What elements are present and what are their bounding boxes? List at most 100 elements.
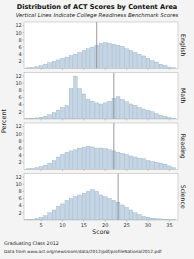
bar: [172, 168, 176, 170]
bar: [121, 153, 125, 169]
x-tick: [83, 119, 84, 121]
y-tick: [23, 25, 25, 26]
bar: [116, 97, 120, 119]
bar: [44, 64, 48, 68]
y-tick-label: 8: [19, 138, 22, 144]
bar: [78, 195, 82, 220]
plot-frame: [24, 22, 178, 69]
x-tick-label: 35: [166, 222, 172, 228]
panel: 24681012Math: [15, 73, 187, 121]
y-tick-label: 10: [15, 30, 21, 36]
bar: [146, 217, 150, 220]
bar: [61, 108, 65, 119]
panel: 24681012English: [15, 22, 187, 70]
bar: [39, 66, 43, 69]
bar: [142, 159, 146, 170]
y-tick: [23, 54, 25, 55]
y-tick: [23, 32, 25, 33]
y-tick: [23, 97, 25, 98]
y-tick: [23, 191, 25, 192]
x-axis-label: Score: [92, 228, 110, 235]
y-tick-label: 10: [15, 181, 21, 187]
bar: [116, 45, 120, 68]
benchmark-line: [113, 73, 114, 120]
panel-label: English: [179, 34, 187, 56]
bar: [82, 147, 86, 169]
bar: [108, 199, 112, 220]
bar: [121, 99, 125, 119]
bar: [91, 190, 95, 220]
bar: [65, 105, 69, 119]
y-tick: [23, 155, 25, 156]
x-tick: [62, 119, 63, 121]
chart: Distribution of ACT Scores by Content Ar…: [0, 0, 194, 259]
bar: [48, 63, 52, 69]
bar: [125, 207, 129, 220]
bar: [138, 215, 142, 220]
bar: [133, 52, 137, 68]
y-tick: [23, 162, 25, 163]
x-tick: [105, 69, 106, 71]
bar: [159, 115, 163, 119]
y-tick: [23, 83, 25, 84]
bar: [103, 43, 107, 69]
bar: [39, 167, 43, 170]
x-tick: [169, 69, 170, 71]
y-tick-label: 12: [15, 123, 21, 129]
y-tick-label: 4: [19, 202, 22, 208]
bar: [78, 89, 82, 119]
bar: [129, 210, 133, 220]
y-tick-label: 6: [19, 145, 22, 151]
bar: [103, 197, 107, 220]
bar: [155, 162, 159, 169]
bar: [151, 162, 155, 170]
y-tick-label: 6: [19, 195, 22, 201]
x-tick-label: 25: [123, 222, 129, 228]
bar: [142, 216, 146, 220]
x-tick-label: 30: [145, 222, 151, 228]
y-tick-label: 8: [19, 87, 22, 93]
y-tick-label: 10: [15, 131, 21, 137]
y-tick: [23, 61, 25, 62]
bar: [146, 110, 150, 119]
bar: [74, 150, 78, 170]
bar: [56, 157, 60, 170]
bar: [95, 103, 99, 119]
y-tick-label: 12: [15, 22, 21, 28]
bar: [48, 115, 52, 119]
bar: [99, 104, 103, 119]
bar: [82, 94, 86, 119]
panel-label: Science: [180, 185, 187, 209]
x-tick: [41, 119, 42, 121]
bar: [74, 54, 78, 68]
plot-background: [24, 123, 178, 170]
bar: [86, 191, 90, 220]
bar: [163, 164, 167, 169]
bar: [129, 104, 133, 119]
footer: Data from www.act.org/newsroom/data/2012…: [4, 249, 162, 254]
marks: [24, 174, 176, 221]
plot-background: [24, 73, 178, 120]
y-tick: [23, 47, 25, 48]
x-tick: [169, 119, 170, 121]
plot-frame: [24, 73, 178, 120]
x-tick: [62, 170, 63, 172]
bar: [74, 76, 78, 119]
x-tick-label: 15: [81, 222, 87, 228]
y-tick: [23, 212, 25, 213]
bar: [69, 56, 73, 69]
x-tick: [169, 170, 170, 172]
bar: [82, 51, 86, 69]
bar: [103, 149, 107, 170]
y-tick: [23, 126, 25, 127]
bar: [78, 148, 82, 169]
y-tick-label: 12: [15, 73, 21, 79]
y-tick-label: 10: [15, 80, 21, 86]
y-tick: [23, 177, 25, 178]
bar: [65, 152, 69, 169]
bar: [78, 52, 82, 68]
bar: [116, 152, 120, 169]
x-tick: [148, 69, 149, 71]
bar: [108, 43, 112, 68]
bar: [56, 206, 60, 220]
